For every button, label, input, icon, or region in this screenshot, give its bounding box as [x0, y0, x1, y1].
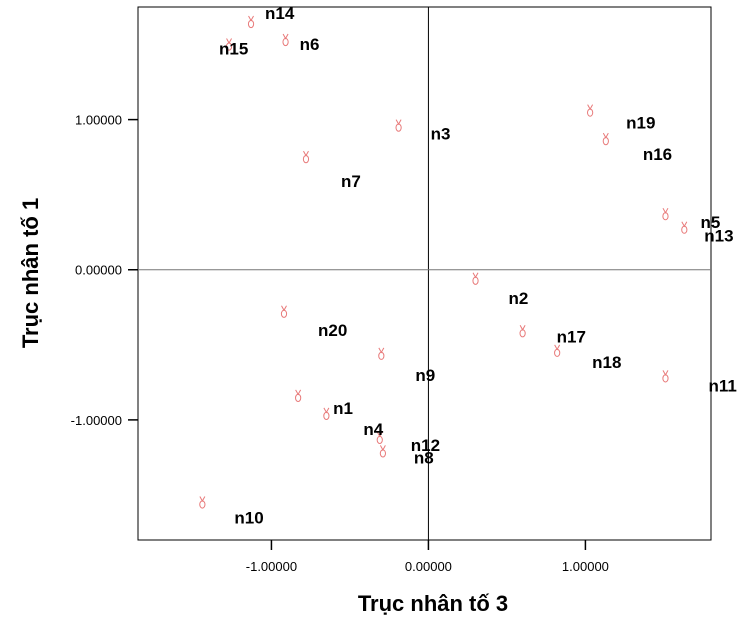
data-markers — [199, 15, 688, 509]
y-axis: 1.00000 0.00000 -1.00000 — [71, 113, 138, 428]
data-point-marker — [395, 119, 402, 132]
point-label-n4: n4 — [363, 420, 383, 439]
data-point-marker — [602, 132, 609, 146]
data-point-marker — [199, 496, 206, 509]
point-label-n12: n12 — [411, 436, 440, 455]
point-label-n7: n7 — [341, 172, 361, 191]
data-point-marker — [681, 221, 688, 234]
data-point-marker — [376, 431, 383, 445]
data-point-marker — [587, 104, 594, 117]
y-tick-label: 1.00000 — [75, 113, 122, 128]
data-point-marker — [323, 407, 330, 420]
point-label-n5: n5 — [700, 213, 720, 232]
data-point-marker — [472, 272, 479, 285]
data-point-marker — [302, 150, 310, 164]
point-label-n6: n6 — [300, 35, 320, 54]
point-label-n20: n20 — [318, 321, 347, 340]
point-label-n8: n8 — [414, 448, 434, 467]
x-tick-label: 0.00000 — [405, 559, 452, 574]
point-label-n3: n3 — [431, 125, 451, 144]
point-label-n16: n16 — [643, 145, 672, 164]
data-point-marker — [225, 38, 233, 51]
plot-frame — [137, 6, 712, 541]
x-tick-label: -1.00000 — [246, 559, 297, 574]
point-label-n19: n19 — [626, 114, 655, 133]
data-point-marker — [554, 344, 561, 357]
point-label-n17: n17 — [557, 327, 586, 346]
point-label-n11: n11 — [708, 376, 736, 395]
point-label-n9: n9 — [415, 366, 435, 385]
data-point-marker — [280, 305, 288, 318]
point-label-n18: n18 — [592, 353, 621, 372]
point-label-n10: n10 — [234, 508, 263, 527]
x-axis-title: Trục nhân tố 3 — [358, 591, 508, 616]
data-point-marker — [378, 347, 385, 360]
data-point-marker — [282, 33, 289, 47]
y-axis-title: Trục nhân tố 1 — [18, 198, 43, 348]
y-tick-label: -1.00000 — [71, 413, 122, 428]
data-point-marker — [295, 389, 302, 402]
y-tick-label: 0.00000 — [75, 263, 122, 278]
reference-lines — [138, 7, 711, 540]
data-point-marker — [662, 207, 669, 221]
point-label-n1: n1 — [333, 399, 353, 418]
data-point-marker — [247, 15, 255, 29]
point-label-n15: n15 — [219, 40, 248, 59]
point-label-n2: n2 — [509, 289, 529, 308]
data-point-marker — [379, 445, 386, 458]
x-tick-label: 1.00000 — [562, 559, 609, 574]
data-point-marker — [519, 325, 526, 338]
data-point-marker — [662, 370, 669, 383]
x-axis: -1.00000 0.00000 1.00000 — [246, 540, 609, 574]
point-label-n14: n14 — [265, 4, 295, 23]
point-label-n13: n13 — [704, 227, 733, 246]
